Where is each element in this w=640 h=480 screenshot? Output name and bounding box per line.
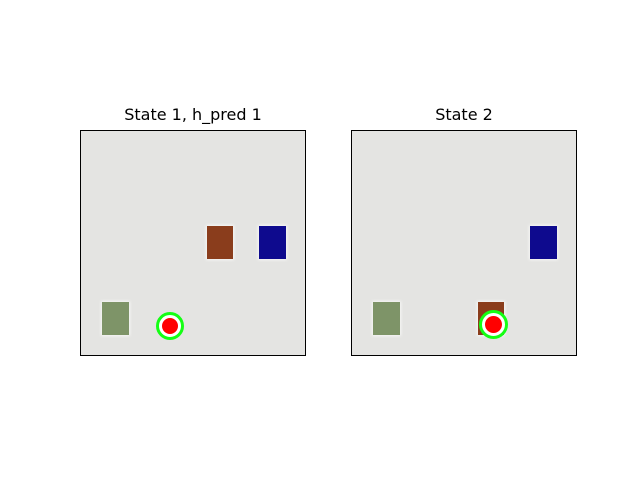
panel-title-state-1: State 1, h_pred 1 xyxy=(124,105,262,124)
blue-block xyxy=(259,226,286,259)
green-block xyxy=(102,302,129,335)
target-marker xyxy=(156,312,184,340)
state-2-panel xyxy=(351,130,577,356)
state-1-panel xyxy=(80,130,306,356)
red-circle-icon xyxy=(485,316,502,333)
target-marker xyxy=(479,310,508,339)
blue-block xyxy=(530,226,557,259)
brown-block xyxy=(207,226,233,259)
green-block xyxy=(373,302,400,335)
panel-title-state-2: State 2 xyxy=(435,105,493,124)
red-circle-icon xyxy=(162,318,178,334)
